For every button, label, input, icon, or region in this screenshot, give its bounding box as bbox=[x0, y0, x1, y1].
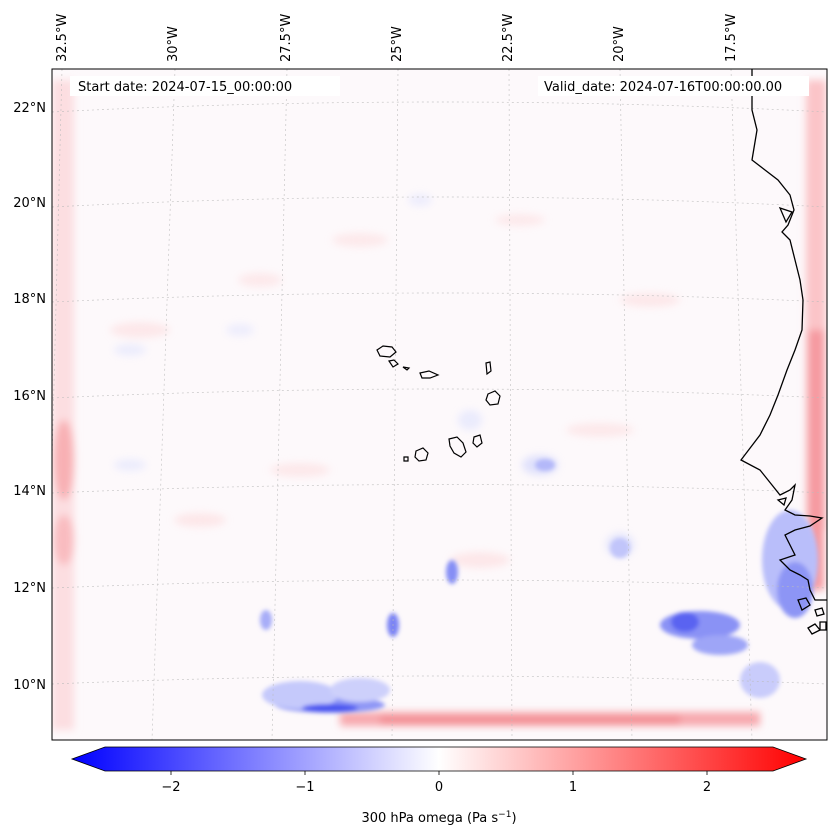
lon-label: 27.5°W bbox=[279, 14, 294, 62]
colorbar-tick: −1 bbox=[295, 780, 314, 795]
latitude-labels: 22°N 20°N 18°N 16°N 14°N 12°N 10°N bbox=[13, 101, 46, 693]
cape-verde-islands bbox=[376, 345, 501, 462]
lon-label: 32.5°W bbox=[55, 14, 70, 62]
colorbar-tick: 0 bbox=[435, 780, 443, 795]
lat-label: 18°N bbox=[13, 292, 46, 307]
colorbar-tick: 1 bbox=[569, 780, 577, 795]
colorbar-bar bbox=[70, 746, 808, 772]
longitude-labels: 32.5°W 30°W 27.5°W 25°W 22.5°W 20°W 17.5… bbox=[55, 14, 739, 62]
lon-label: 20°W bbox=[612, 26, 627, 62]
lon-label: 30°W bbox=[166, 26, 181, 62]
lat-label: 10°N bbox=[13, 678, 46, 693]
lat-label: 22°N bbox=[13, 101, 46, 116]
lat-label: 16°N bbox=[13, 389, 46, 404]
lat-label: 12°N bbox=[13, 581, 46, 596]
start-date-box: Start date: 2024-07-15_00:00:00 bbox=[70, 76, 340, 96]
lat-label: 20°N bbox=[13, 196, 46, 211]
start-date-text: Start date: 2024-07-15_00:00:00 bbox=[78, 80, 292, 95]
lon-label: 25°W bbox=[390, 26, 405, 62]
graticule bbox=[52, 69, 827, 740]
map-panel bbox=[51, 68, 828, 741]
colorbar-tick: 2 bbox=[703, 780, 711, 795]
omega-field bbox=[52, 69, 827, 740]
valid-date-box: Valid_date: 2024-07-16T00:00:00.00 bbox=[538, 76, 809, 96]
colorbar-label: 300 hPa omega (Pa s−1) bbox=[361, 810, 516, 826]
lon-label: 22.5°W bbox=[501, 14, 516, 62]
africa-coastline bbox=[740, 69, 827, 635]
colorbar-tick: −2 bbox=[161, 780, 180, 795]
lat-label: 14°N bbox=[13, 484, 46, 499]
valid-date-text: Valid_date: 2024-07-16T00:00:00.00 bbox=[544, 80, 782, 95]
lon-label: 17.5°W bbox=[724, 14, 739, 62]
colorbar: −2 −1 0 1 2 300 hPa omega (Pa s−1) bbox=[70, 746, 808, 826]
